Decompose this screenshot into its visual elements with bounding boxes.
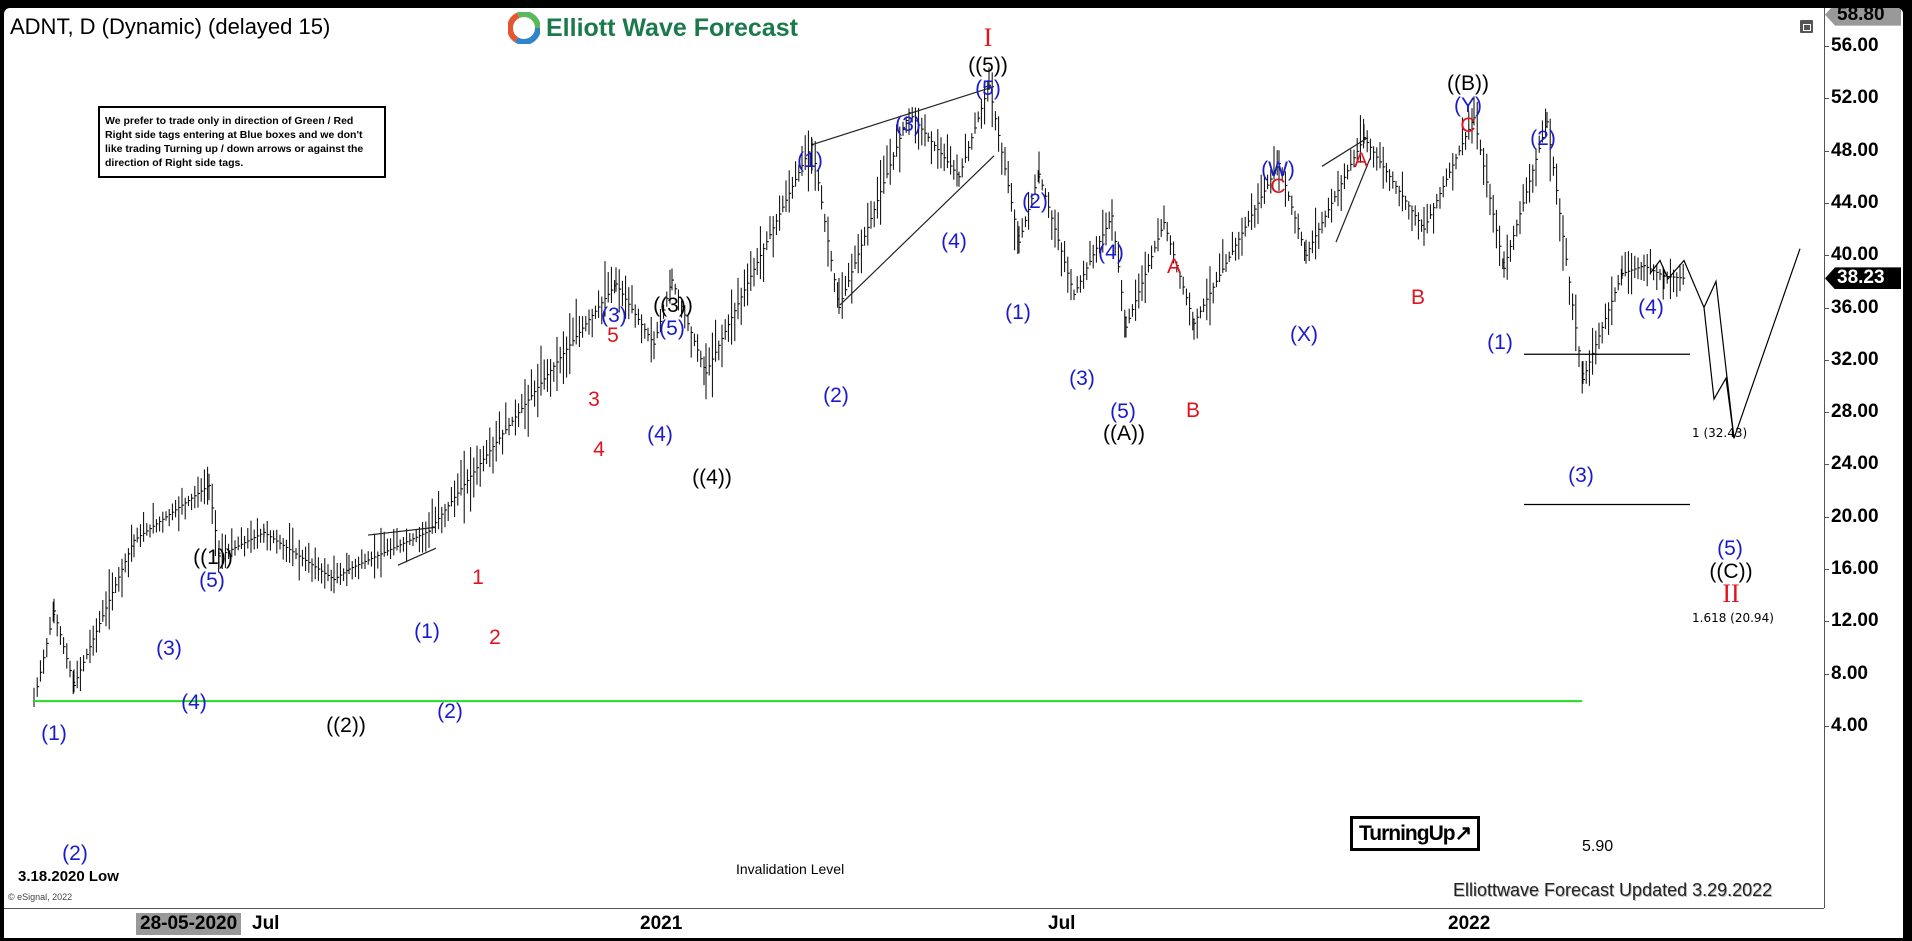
price-tag: 38.23 [1825,267,1901,290]
wave-label: ((1)) [193,546,233,569]
x-tick: Jul [252,913,280,934]
wave-label: (2) [823,384,849,407]
wave-label: ((4)) [692,466,732,489]
wave-label: I [983,23,993,52]
y-tick: 28.00 [1824,401,1879,423]
wave-label: ((3)) [653,294,693,317]
wave-label: (1) [797,149,823,172]
wave-label: (3) [156,637,182,660]
wave-label: 3 [588,388,600,411]
y-tick: 36.00 [1824,296,1879,318]
y-tick: 40.00 [1824,244,1879,266]
chart-title: ADNT, D (Dynamic) (delayed 15) [10,14,331,39]
wave-label: (3) [895,113,921,136]
x-tick: 2022 [1448,913,1491,934]
wave-label: (5) [1717,537,1743,560]
copyright: © eSignal, 2022 [8,892,73,902]
wave-label: (Y) [1454,94,1482,117]
wave-label: B [1185,399,1201,422]
wave-label: (4) [181,691,207,714]
wave-label: (1) [414,620,440,643]
wave-label: A [1166,255,1182,278]
wave-label: ((C)) [1709,560,1753,583]
updated-stamp: Elliottwave Forecast Updated 3.29.2022 [1453,880,1773,900]
x-tick: Jul [1048,913,1076,934]
wave-label: ((2)) [326,714,366,737]
fib-1-label: 1 (32.43) [1692,426,1748,440]
wave-label: B [1410,286,1426,309]
wave-label: (3) [1069,367,1095,390]
fib-1618-label: 1.618 (20.94) [1692,611,1774,625]
wave-label: (5) [199,569,225,592]
wave-label: 5 [607,324,619,347]
wave-label: II [1722,579,1740,608]
logo-swirl-icon [508,12,540,44]
y-tick: 48.00 [1824,139,1879,161]
wave-label: (X) [1290,323,1318,346]
price-axis[interactable]: 56.00 52.00 48.00 44.00 40.00 36.00 32.00 28.00… [1824,8,1903,908]
y-tick: 12.00 [1824,610,1879,632]
y-tick: 20.00 [1824,505,1879,527]
wave-label: (2) [1022,190,1048,213]
wave-label: ((5)) [968,54,1008,77]
wave-label: (2) [437,700,463,723]
y-tick: 32.00 [1824,348,1879,370]
wave-label: (1) [1487,331,1513,354]
wave-label: ((A)) [1103,422,1145,445]
wave-label: (4) [1638,296,1664,319]
restore-window-icon[interactable] [1800,20,1813,33]
invalidation-value: 5.90 [1582,838,1614,855]
wave-label: (5) [975,77,1001,100]
wave-label: (4) [941,230,967,253]
price-tag: 58.80 [1825,8,1901,26]
wave-label: C [1460,114,1476,137]
cursor-date: 28-05-2020 [136,913,242,935]
wave-label: (1) [41,722,67,745]
low-date-label: 3.18.2020 Low [18,868,119,885]
wave-label: (4) [1098,241,1124,264]
price-chart [33,67,1801,708]
wave-label: (5) [1110,400,1136,423]
wave-label: ((B)) [1447,72,1489,95]
invalidation-label: Invalidation Level [736,861,845,877]
logo-text: Elliott Wave Forecast [546,13,798,42]
wave-label: (W) [1261,158,1295,181]
wave-label: (5) [659,317,685,340]
wave-label: (2) [1530,127,1556,150]
wave-label: C [1270,175,1286,198]
wave-label: (3) [1568,464,1594,487]
wave-label: 4 [593,438,605,461]
wave-label: A [1353,149,1369,172]
wave-label: (4) [647,423,673,446]
wave-label: 1 [472,566,484,589]
wave-label: 2 [489,626,501,649]
turning-up-badge: TurningUp↗ [1350,816,1481,851]
x-tick: 2021 [640,913,683,934]
chart-window: ADNT, D (Dynamic) (delayed 15) Elliott W… [4,8,1903,938]
y-tick: 16.00 [1824,558,1879,580]
wave-label: (2) [62,842,88,865]
y-tick: 8.00 [1824,662,1868,684]
y-tick: 44.00 [1824,191,1879,213]
plot-area[interactable]: ADNT, D (Dynamic) (delayed 15) Elliott W… [4,8,1824,908]
wave-label: (1) [1005,301,1031,324]
trading-note-box: We prefer to trade only in direction of … [98,106,386,178]
elliott-wave-logo: Elliott Wave Forecast [502,10,804,46]
y-tick: 4.00 [1824,715,1868,736]
y-tick: 52.00 [1824,87,1879,109]
y-tick: 24.00 [1824,453,1879,475]
y-tick: 56.00 [1824,35,1879,56]
wave-label: (3) [601,304,627,327]
